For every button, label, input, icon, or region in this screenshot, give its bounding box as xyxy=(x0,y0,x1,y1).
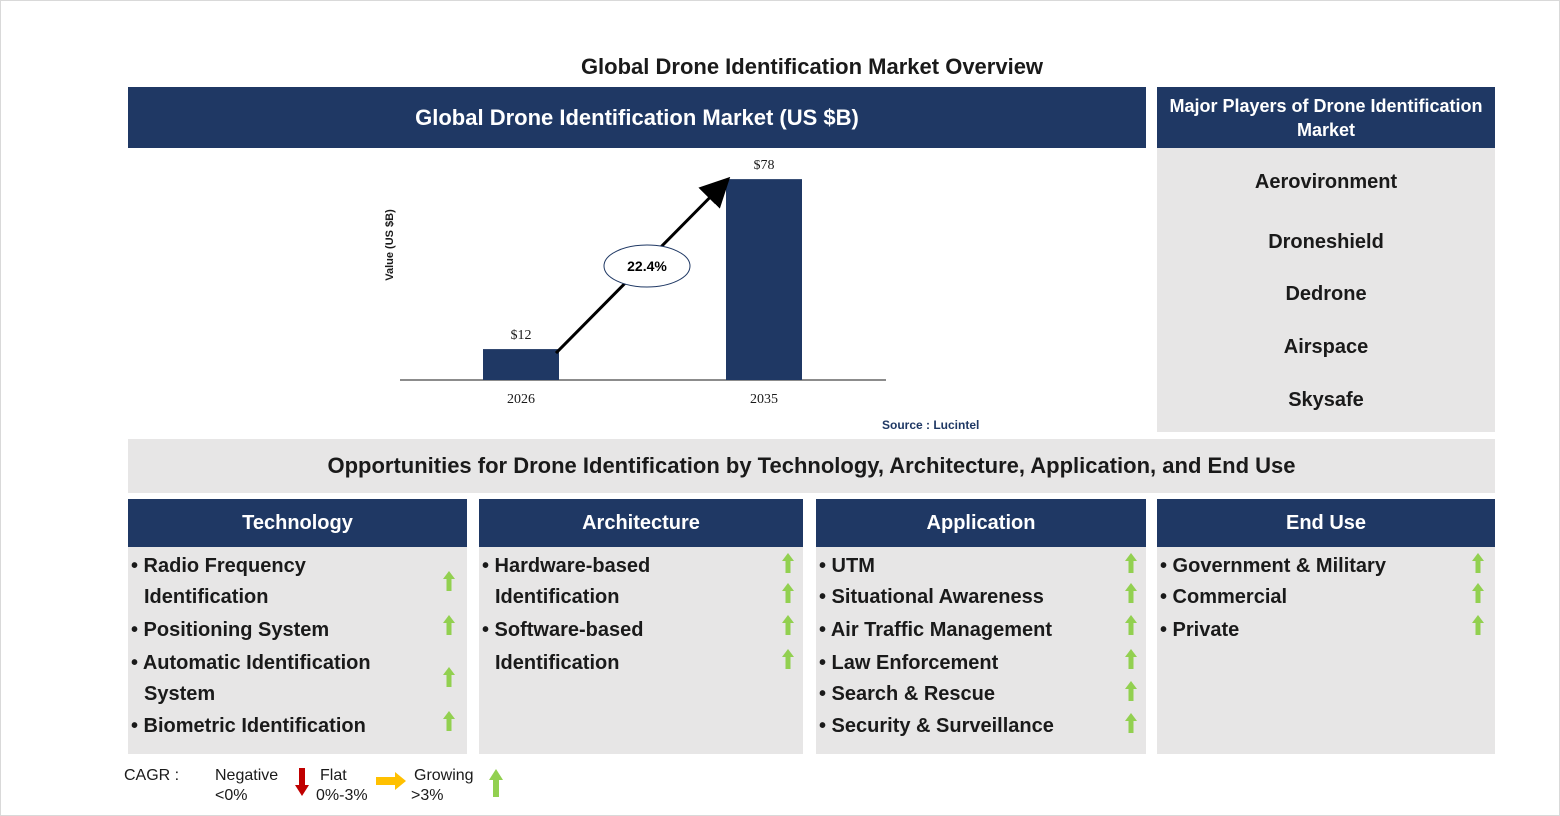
column-header-application: Application xyxy=(816,499,1146,547)
growing-arrow-icon xyxy=(782,553,794,573)
market-header: Global Drone Identification Market (US $… xyxy=(128,87,1146,148)
y-axis-label: Value (US $B) xyxy=(384,209,396,281)
growing-arrow-icon xyxy=(1125,713,1137,733)
growing-arrow-icon xyxy=(489,769,503,797)
list-item: System xyxy=(144,683,216,705)
bar-value-label: $12 xyxy=(511,328,532,343)
player-airspace: Airspace xyxy=(1283,336,1369,358)
list-item: • Private xyxy=(1160,619,1240,641)
opportunities-banner: Opportunities for Drone Identification b… xyxy=(128,439,1495,493)
bar-value-label: $78 xyxy=(754,160,775,173)
flat-arrow-icon xyxy=(376,772,406,790)
growing-arrow-icon xyxy=(1472,583,1484,603)
legend-growing-label: Growing xyxy=(414,767,474,784)
list-item: • Air Traffic Management xyxy=(819,619,1052,641)
technology-panel: • Radio Frequency Identification • Posit… xyxy=(128,547,467,754)
list-item: • Automatic Identification xyxy=(131,652,371,674)
list-item: • Law Enforcement xyxy=(819,652,999,674)
growing-arrow-icon xyxy=(443,615,455,635)
legend-flat-label: Flat xyxy=(320,767,347,784)
list-item: • Security & Surveillance xyxy=(819,715,1054,737)
x-tick-label: 2035 xyxy=(750,392,778,407)
players-panel: Aerovironment Droneshield Dedrone Airspa… xyxy=(1157,148,1495,432)
list-item: • Hardware-based xyxy=(482,555,651,577)
growing-arrow-icon xyxy=(782,649,794,669)
growing-arrow-icon xyxy=(1125,615,1137,635)
list-item: • UTM xyxy=(819,555,875,577)
growing-arrow-icon xyxy=(1472,615,1484,635)
application-panel: • UTM • Situational Awareness • Air Traf… xyxy=(816,547,1146,754)
negative-arrow-icon xyxy=(295,768,309,796)
page-title: Global Drone Identification Market Overv… xyxy=(580,54,1044,79)
legend-flat-range: 0%-3% xyxy=(316,787,368,804)
growing-arrow-icon xyxy=(1125,583,1137,603)
list-item: • Positioning System xyxy=(131,619,330,641)
growing-arrow-icon xyxy=(443,711,455,731)
legend-cagr-label: CAGR : xyxy=(124,767,180,784)
list-item: • Search & Rescue xyxy=(819,683,995,705)
bar-2035 xyxy=(726,179,802,380)
growing-arrow-icon xyxy=(782,583,794,603)
legend-negative-range: <0% xyxy=(215,787,248,804)
market-bar-chart: Value (US $B) $12 2026 $78 2035 22.4% xyxy=(384,160,886,407)
growing-arrow-icon xyxy=(1125,649,1137,669)
list-item: • Commercial xyxy=(1160,586,1288,608)
list-item: Identification xyxy=(495,586,620,608)
growing-arrow-icon xyxy=(1125,681,1137,701)
growing-arrow-icon xyxy=(443,571,455,591)
column-header-end-use: End Use xyxy=(1157,499,1495,547)
player-dedrone: Dedrone xyxy=(1285,283,1367,305)
legend-negative-label: Negative xyxy=(215,767,279,784)
growing-arrow-icon xyxy=(782,615,794,635)
list-item: • Government & Military xyxy=(1160,555,1386,577)
cagr-ellipse xyxy=(603,244,691,288)
column-header-architecture: Architecture xyxy=(479,499,803,547)
x-tick-label: 2026 xyxy=(507,392,535,407)
column-header-technology: Technology xyxy=(128,499,467,547)
players-header: Major Players of Drone Identification Ma… xyxy=(1157,87,1495,148)
player-droneshield: Droneshield xyxy=(1268,231,1384,253)
list-item: • Biometric Identification xyxy=(131,715,366,737)
legend-growing-range: >3% xyxy=(411,787,444,804)
list-item: Identification xyxy=(495,652,620,674)
player-skysafe: Skysafe xyxy=(1288,389,1364,411)
list-item: • Software-based xyxy=(482,619,644,641)
source-note: Source : Lucintel xyxy=(882,418,980,432)
bar-2026 xyxy=(483,349,559,380)
growing-arrow-icon xyxy=(1472,553,1484,573)
player-aerovironment: Aerovironment xyxy=(1254,171,1398,193)
cagr-label: 22.4% xyxy=(627,258,667,274)
list-item: • Radio Frequency xyxy=(131,555,306,577)
architecture-panel: • Hardware-based Identification • Softwa… xyxy=(479,547,803,754)
list-item: • Situational Awareness xyxy=(819,586,1044,608)
list-item: Identification xyxy=(144,586,269,608)
end-use-panel: • Government & Military • Commercial • P… xyxy=(1157,547,1495,754)
growing-arrow-icon xyxy=(443,667,455,687)
growing-arrow-icon xyxy=(1125,553,1137,573)
